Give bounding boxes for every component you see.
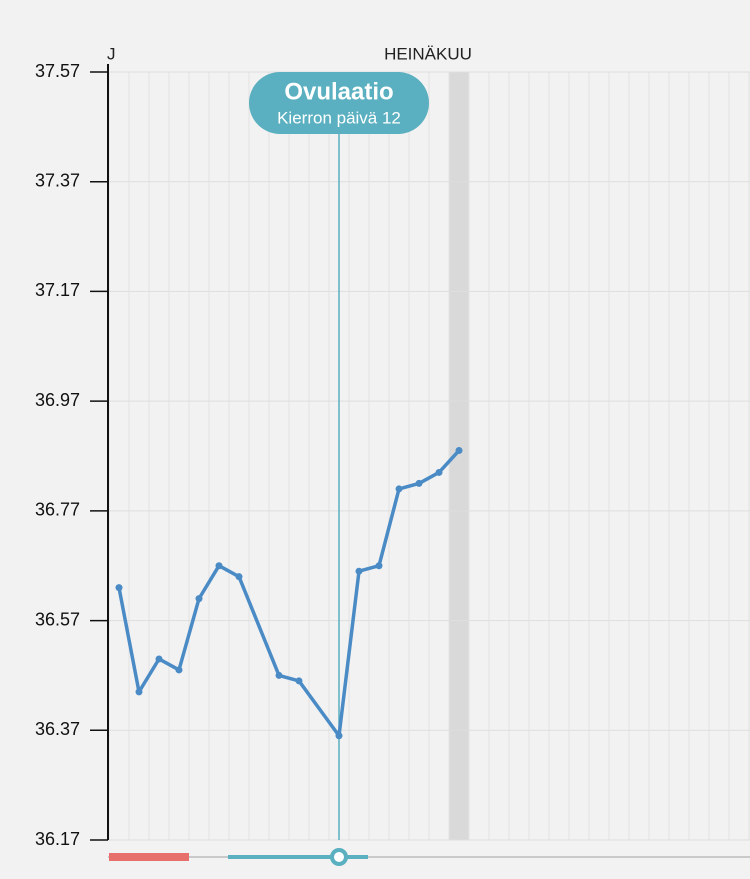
temperature-point [155,655,163,663]
y-tick-label: 36.37 [35,719,80,739]
temperature-point [335,732,343,740]
temperature-point [415,479,423,487]
y-tick-label: 37.57 [35,61,80,81]
temperature-point [295,677,303,685]
y-tick-label: 37.37 [35,170,80,190]
ovulation-badge [249,72,429,134]
month-label: HEINÄKUU [384,44,472,63]
y-tick-label: 36.17 [35,829,80,849]
temperature-point [195,595,203,603]
temperature-point [375,562,383,570]
y-tick-label: 37.17 [35,280,80,300]
temperature-point [235,573,243,581]
y-tick-label: 36.97 [35,390,80,410]
temperature-line [117,449,461,738]
y-tick-label: 36.77 [35,500,80,520]
temperature-point [275,671,283,679]
slider-handle[interactable] [330,848,348,866]
period-bar [109,853,189,861]
temperature-point [395,485,403,493]
ovulation-title: Ovulaatio [284,78,393,105]
temperature-point [175,666,183,674]
temperature-point [135,688,143,696]
temperature-point [115,584,123,592]
y-tick-label: 36.57 [35,609,80,629]
temperature-point [455,447,463,455]
today-column [449,72,469,840]
temperature-point [215,562,223,570]
temperature-point [435,468,443,476]
temperature-point [355,567,363,575]
ovulation-subtitle: Kierron päivä 12 [277,108,401,127]
month-label: J [107,44,116,63]
